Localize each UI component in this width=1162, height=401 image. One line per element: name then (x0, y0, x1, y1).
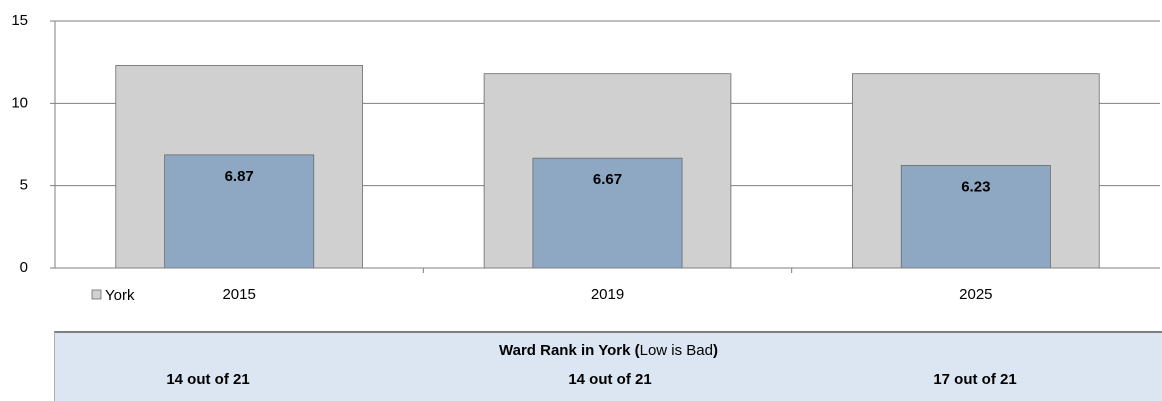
legend-swatch (91, 289, 102, 300)
rank-title: Ward Rank in York (Low is Bad) (55, 342, 1162, 359)
rank-title-part: Ward Rank in York ( (499, 342, 640, 359)
rank-cell: 17 out of 21 (933, 371, 1017, 388)
x-tick-label: 2025 (959, 286, 992, 303)
y-tick-label: 5 (20, 177, 28, 194)
rank-title-part: ) (712, 342, 718, 359)
data-label: 6.87 (225, 168, 254, 185)
y-tick-label: 10 (11, 94, 28, 111)
bar (164, 154, 315, 269)
rank-cell: 14 out of 21 (166, 371, 250, 388)
rank-cell: 14 out of 21 (568, 371, 652, 388)
data-label: 6.23 (961, 178, 990, 195)
bar (532, 157, 683, 269)
x-tick-label: 2019 (591, 286, 624, 303)
rank-table: Ward Rank in York (Low is Bad) 14 out of… (54, 331, 1162, 401)
legend-label: York (105, 287, 135, 304)
bar (900, 165, 1051, 269)
chart: 0 5 10 15 2015 6.87 2019 6.67 2025 6.23 York (11, 12, 1160, 304)
y-tick-label: 15 (11, 12, 28, 29)
y-tick-label: 0 (20, 259, 28, 276)
x-tick-label: 2015 (222, 286, 255, 303)
rank-title-part: Low is Bad (639, 342, 713, 359)
data-label: 6.67 (593, 171, 622, 188)
